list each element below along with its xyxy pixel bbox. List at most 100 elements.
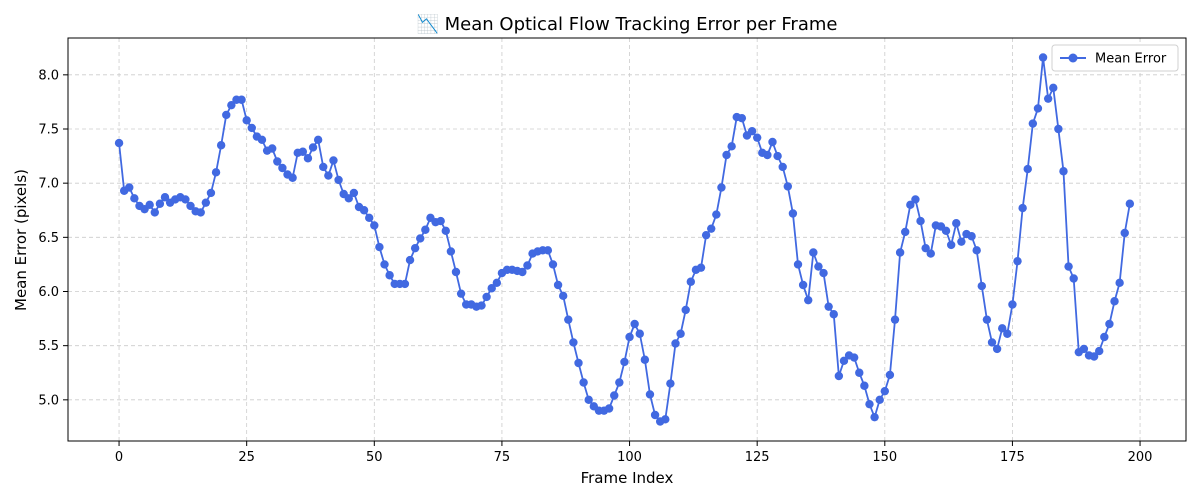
x-axis-label: Frame Index bbox=[581, 469, 674, 487]
data-point bbox=[855, 368, 864, 377]
data-point bbox=[824, 302, 833, 311]
data-point bbox=[181, 195, 190, 204]
data-point bbox=[227, 100, 236, 110]
data-point bbox=[257, 135, 267, 145]
data-point bbox=[885, 370, 895, 380]
data-point bbox=[946, 240, 956, 250]
data-point bbox=[247, 123, 256, 133]
data-point bbox=[860, 381, 869, 390]
data-point bbox=[1120, 228, 1129, 238]
data-point bbox=[645, 390, 655, 399]
data-point bbox=[921, 243, 930, 253]
data-point bbox=[870, 412, 879, 422]
data-point bbox=[344, 194, 353, 203]
x-tick-label: 100 bbox=[617, 450, 642, 465]
data-point bbox=[160, 193, 170, 202]
data-point bbox=[375, 242, 384, 252]
data-point bbox=[1059, 167, 1068, 176]
data-point bbox=[982, 315, 992, 324]
x-tick-label: 125 bbox=[745, 450, 770, 465]
data-point bbox=[696, 263, 706, 272]
data-point bbox=[1125, 199, 1135, 208]
data-point bbox=[778, 162, 787, 172]
x-axis-ticks: 0 25 50 75 100 125 150 175 200 bbox=[115, 441, 1153, 465]
plot-area-frame bbox=[67, 37, 1187, 442]
y-axis-ticks: 5.0 5.5 6.0 6.5 7.0 7.5 8.0 bbox=[38, 68, 68, 408]
data-point bbox=[477, 301, 486, 310]
data-point bbox=[671, 339, 680, 348]
data-point bbox=[1069, 274, 1078, 283]
data-point bbox=[558, 291, 568, 301]
data-point bbox=[380, 260, 389, 269]
data-point bbox=[895, 248, 905, 257]
data-point bbox=[196, 208, 205, 217]
data-point bbox=[992, 344, 1002, 354]
data-point bbox=[564, 315, 573, 324]
data-point bbox=[1023, 164, 1032, 174]
data-point bbox=[773, 151, 782, 161]
data-point bbox=[370, 221, 379, 230]
data-point bbox=[1038, 53, 1048, 62]
data-point bbox=[1028, 119, 1038, 128]
data-point bbox=[793, 260, 803, 269]
data-point bbox=[579, 378, 588, 387]
data-point bbox=[268, 144, 277, 153]
data-point bbox=[303, 154, 313, 163]
data-point bbox=[1110, 297, 1119, 306]
data-point bbox=[574, 358, 583, 368]
data-point bbox=[829, 310, 838, 319]
x-tick-label: 0 bbox=[115, 450, 123, 465]
data-point bbox=[972, 246, 981, 255]
data-point bbox=[604, 404, 614, 413]
data-point bbox=[901, 227, 910, 237]
x-tick-label: 200 bbox=[1128, 450, 1153, 465]
data-point bbox=[788, 209, 798, 218]
y-tick-label: 7.0 bbox=[38, 177, 59, 192]
data-point bbox=[222, 110, 231, 120]
y-tick-label: 6.0 bbox=[38, 285, 59, 300]
data-point bbox=[569, 338, 578, 347]
data-points bbox=[114, 53, 1135, 426]
y-tick-label: 6.5 bbox=[38, 231, 59, 246]
data-point bbox=[487, 284, 496, 293]
data-point bbox=[400, 279, 410, 289]
data-point bbox=[701, 230, 711, 240]
data-point bbox=[216, 141, 226, 150]
data-point bbox=[410, 243, 420, 253]
data-point bbox=[1033, 104, 1043, 113]
data-point bbox=[482, 292, 491, 302]
data-point bbox=[737, 113, 747, 123]
legend-box bbox=[1051, 44, 1179, 72]
data-point bbox=[313, 135, 323, 145]
data-point bbox=[298, 147, 308, 156]
data-point bbox=[201, 198, 211, 207]
x-tick-label: 50 bbox=[366, 450, 383, 465]
data-point bbox=[906, 200, 915, 210]
data-point bbox=[849, 353, 859, 362]
data-point bbox=[1079, 344, 1089, 354]
data-point bbox=[727, 142, 736, 151]
data-point bbox=[610, 391, 619, 400]
data-point bbox=[324, 171, 333, 180]
data-point bbox=[288, 173, 297, 182]
data-point bbox=[890, 315, 900, 324]
data-point bbox=[987, 338, 997, 347]
data-point bbox=[676, 329, 685, 338]
data-point bbox=[798, 280, 808, 290]
data-point bbox=[329, 156, 338, 165]
data-point bbox=[681, 305, 690, 315]
data-point bbox=[809, 248, 818, 257]
data-point bbox=[686, 277, 696, 286]
y-tick-label: 8.0 bbox=[38, 68, 59, 83]
data-point bbox=[615, 378, 624, 387]
data-point bbox=[441, 226, 450, 236]
data-point bbox=[839, 356, 849, 366]
data-point bbox=[308, 143, 318, 152]
data-point bbox=[916, 216, 925, 226]
data-point bbox=[206, 188, 216, 198]
data-point bbox=[880, 386, 889, 396]
data-point bbox=[273, 157, 282, 166]
data-point bbox=[451, 267, 461, 277]
legend-marker-swatch bbox=[1068, 53, 1078, 63]
data-point bbox=[1064, 262, 1073, 271]
